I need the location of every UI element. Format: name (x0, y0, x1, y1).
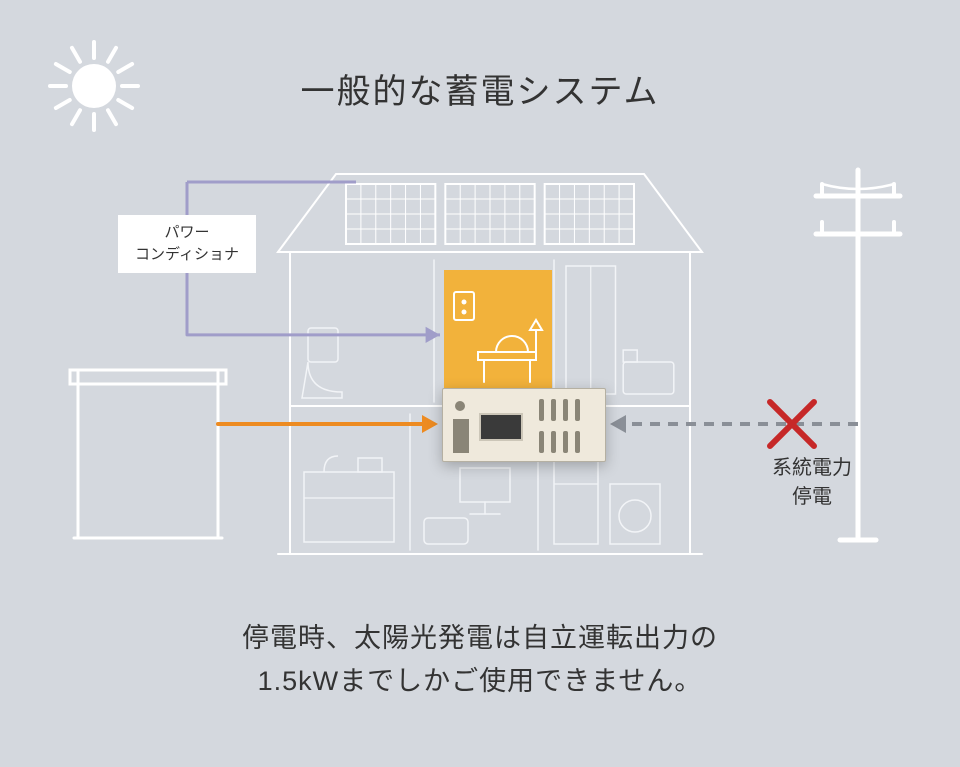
diagram-canvas: 一般的な蓄電システム パワー コンディショナ 系統電力 停電 停電時、太陽光発電… (0, 0, 960, 767)
diagram-caption: 停電時、太陽光発電は自立運転出力の 1.5kWまでしかご使用できません。 (0, 617, 960, 703)
distribution-panel (442, 388, 606, 462)
power-conditioner-label: パワー コンディショナ (118, 215, 256, 273)
grid-label-line2: 停電 (792, 486, 832, 508)
diagram-title: 一般的な蓄電システム (0, 64, 960, 113)
grid-outage-label: 系統電力 停電 (752, 454, 872, 512)
pc-label-line2: コンディショナ (135, 246, 239, 263)
caption-line2: 1.5kWまでしかご使用できません。 (258, 666, 703, 696)
caption-line1: 停電時、太陽光発電は自立運転出力の (242, 623, 718, 653)
grid-label-line1: 系統電力 (772, 457, 852, 479)
pc-label-line1: パワー (164, 224, 209, 241)
